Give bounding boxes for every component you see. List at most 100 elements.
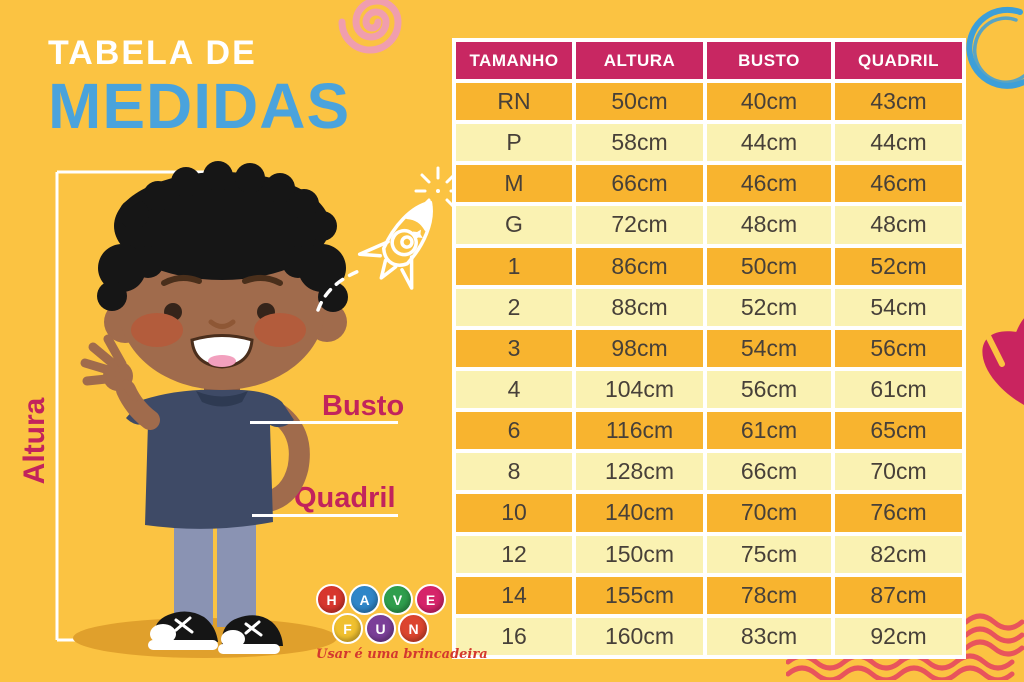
size-cell: 76cm bbox=[835, 494, 962, 532]
size-cell: 61cm bbox=[835, 370, 962, 409]
size-table: TAMANHO ALTURA BUSTO QUADRIL RN 50cm 40cm 43cm… bbox=[452, 38, 966, 659]
logo-ball: V bbox=[382, 584, 413, 615]
size-cell: 48cm bbox=[707, 206, 831, 244]
table-row: 6 116cm 61cm 65cm bbox=[456, 412, 962, 450]
size-cell: 70cm bbox=[707, 494, 831, 532]
table-row: 10 140cm 70cm 76cm bbox=[456, 494, 962, 532]
table-row: M 66cm 46cm 46cm bbox=[456, 165, 962, 203]
size-cell: 6 bbox=[456, 412, 572, 450]
size-cell: 58cm bbox=[576, 124, 703, 162]
column-header: BUSTO bbox=[707, 42, 831, 79]
size-cell: 88cm bbox=[576, 288, 703, 326]
size-cell: 3 bbox=[456, 329, 572, 367]
table-row: RN 50cm 40cm 43cm bbox=[456, 83, 962, 121]
size-cell: 160cm bbox=[576, 617, 703, 655]
size-cell: 61cm bbox=[707, 412, 831, 450]
size-cell: 78cm bbox=[707, 576, 831, 614]
logo-ball: U bbox=[365, 613, 396, 644]
size-cell: 48cm bbox=[835, 206, 962, 244]
bust-measure-line bbox=[250, 421, 398, 424]
size-cell: 150cm bbox=[576, 535, 703, 573]
circle-doodle-icon bbox=[966, 6, 1024, 89]
waves-doodle-icon bbox=[786, 613, 1024, 680]
size-cell: 66cm bbox=[576, 165, 703, 203]
size-cell: 2 bbox=[456, 288, 572, 326]
size-cell: 1 bbox=[456, 247, 572, 285]
size-cell: 98cm bbox=[576, 329, 703, 367]
size-cell: 52cm bbox=[707, 288, 831, 326]
size-cell: 16 bbox=[456, 617, 572, 655]
size-cell: 46cm bbox=[835, 165, 962, 203]
logo-ball: N bbox=[398, 613, 429, 644]
size-cell: 52cm bbox=[835, 247, 962, 285]
waving-hand bbox=[80, 334, 140, 402]
size-cell: P bbox=[456, 124, 572, 162]
size-cell: 4 bbox=[456, 370, 572, 409]
size-cell: 46cm bbox=[707, 165, 831, 203]
size-cell: 86cm bbox=[576, 247, 703, 285]
logo-ball: E bbox=[415, 584, 446, 615]
size-cell: 40cm bbox=[707, 83, 831, 121]
size-cell: 8 bbox=[456, 453, 572, 491]
size-cell: 10 bbox=[456, 494, 572, 532]
hip-label: Quadril bbox=[294, 482, 396, 514]
table-row: 3 98cm 54cm 56cm bbox=[456, 329, 962, 367]
size-cell: 70cm bbox=[835, 453, 962, 491]
table-row: 1 86cm 50cm 52cm bbox=[456, 247, 962, 285]
size-cell: 92cm bbox=[835, 617, 962, 655]
table-row: 16 160cm 83cm 92cm bbox=[456, 617, 962, 655]
rocket-icon bbox=[316, 166, 460, 312]
bust-label: Busto bbox=[322, 390, 405, 422]
table-row: 14 155cm 78cm 87cm bbox=[456, 576, 962, 614]
size-cell: G bbox=[456, 206, 572, 244]
table-row: 12 150cm 75cm 82cm bbox=[456, 535, 962, 573]
size-cell: 14 bbox=[456, 576, 572, 614]
heart-doodle-icon bbox=[975, 309, 1024, 422]
table-header-row: TAMANHO ALTURA BUSTO QUADRIL bbox=[456, 42, 962, 79]
size-cell: 75cm bbox=[707, 535, 831, 573]
size-cell: 83cm bbox=[707, 617, 831, 655]
boy-illustration bbox=[55, 161, 460, 658]
size-cell: 54cm bbox=[835, 288, 962, 326]
size-cell: 50cm bbox=[707, 247, 831, 285]
table-row: 8 128cm 66cm 70cm bbox=[456, 453, 962, 491]
sneakers bbox=[148, 611, 283, 654]
size-cell: 72cm bbox=[576, 206, 703, 244]
size-cell: 43cm bbox=[835, 83, 962, 121]
logo-ball: H bbox=[316, 584, 347, 615]
size-cell: 44cm bbox=[835, 124, 962, 162]
size-cell: 128cm bbox=[576, 453, 703, 491]
size-cell: 54cm bbox=[707, 329, 831, 367]
logo-tagline: Usar é uma brincadeira bbox=[316, 647, 488, 662]
spiral-doodle-icon bbox=[338, 0, 402, 54]
size-cell: 104cm bbox=[576, 370, 703, 409]
logo-ball: F bbox=[332, 613, 363, 644]
size-cell: M bbox=[456, 165, 572, 203]
size-cell: 87cm bbox=[835, 576, 962, 614]
size-cell: 56cm bbox=[835, 329, 962, 367]
column-header: ALTURA bbox=[576, 42, 703, 79]
size-cell: 50cm bbox=[576, 83, 703, 121]
title-line1: TABELA DE bbox=[48, 34, 257, 72]
size-cell: 65cm bbox=[835, 412, 962, 450]
table-row: 2 88cm 52cm 54cm bbox=[456, 288, 962, 326]
size-cell: 155cm bbox=[576, 576, 703, 614]
table-row: P 58cm 44cm 44cm bbox=[456, 124, 962, 162]
table-row: G 72cm 48cm 48cm bbox=[456, 206, 962, 244]
page-title: TABELA DE MEDIDAS bbox=[48, 36, 350, 138]
size-cell: 82cm bbox=[835, 535, 962, 573]
size-cell: RN bbox=[456, 83, 572, 121]
column-header: TAMANHO bbox=[456, 42, 572, 79]
size-cell: 44cm bbox=[707, 124, 831, 162]
size-cell: 56cm bbox=[707, 370, 831, 409]
column-header: QUADRIL bbox=[835, 42, 962, 79]
title-line2: MEDIDAS bbox=[48, 70, 351, 142]
size-cell: 116cm bbox=[576, 412, 703, 450]
size-cell: 12 bbox=[456, 535, 572, 573]
size-cell: 140cm bbox=[576, 494, 703, 532]
hair bbox=[97, 161, 348, 312]
size-cell: 66cm bbox=[707, 453, 831, 491]
